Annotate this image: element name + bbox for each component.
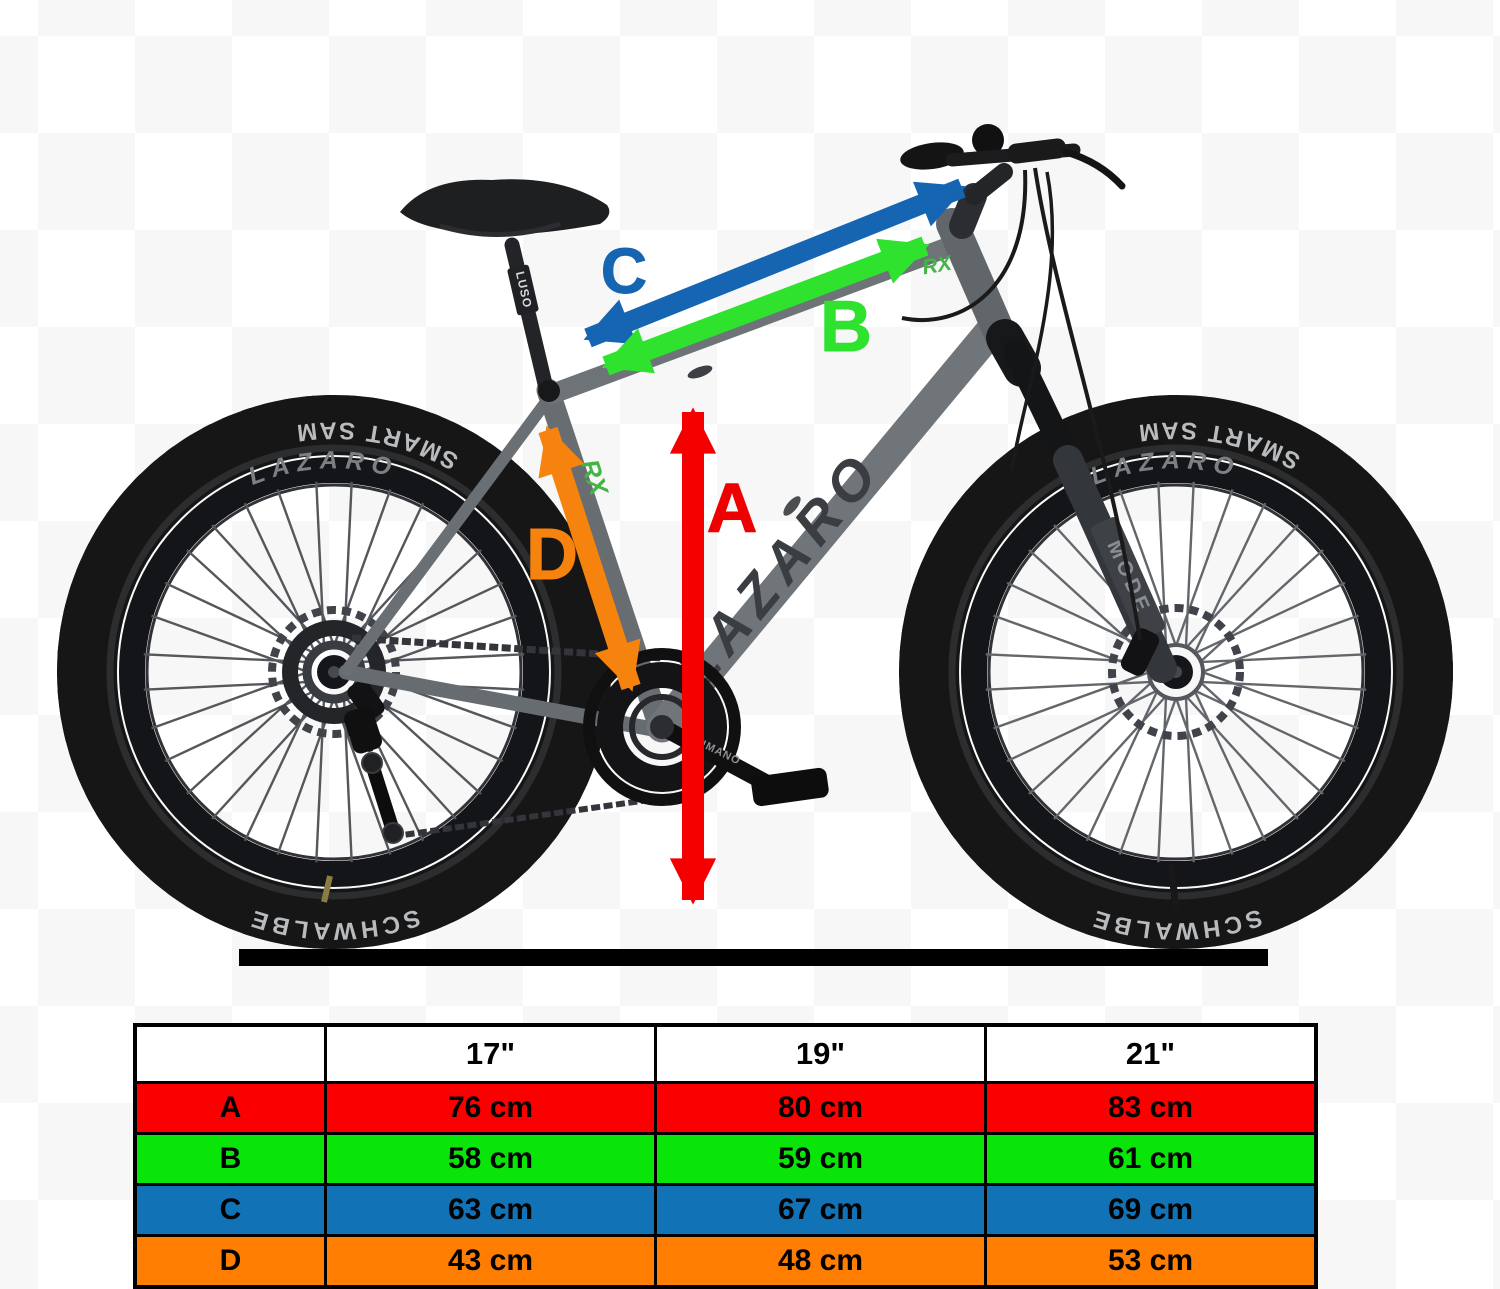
seatpost <box>504 237 554 396</box>
dimension-label-c: C <box>600 235 648 307</box>
dimension-label-b: B <box>820 287 873 367</box>
crank-bolt <box>650 715 674 739</box>
saddle-rail <box>439 221 561 237</box>
seat-clamp <box>538 380 560 402</box>
table-cell: 83 cm <box>984 1081 1314 1132</box>
shifter-cable <box>1010 171 1055 471</box>
table-cell: 53 cm <box>984 1234 1314 1285</box>
seatpost-decal: LUSO <box>507 264 539 316</box>
front-valve <box>1167 863 1180 911</box>
downtube-port <box>783 496 801 516</box>
bike-figure: SMART SAM LAZARO SCHWALBE SMART SAM <box>57 124 1453 966</box>
dimension-label-a: A <box>706 469 758 547</box>
down-tube <box>646 310 1011 743</box>
table-header-19: 19" <box>654 1027 984 1081</box>
table-header-empty <box>137 1027 324 1081</box>
table-cell: 61 cm <box>984 1132 1314 1183</box>
pedal <box>751 767 829 807</box>
front-tire <box>899 395 1453 949</box>
chain-bottom <box>395 795 663 839</box>
stem <box>965 163 1013 205</box>
ground-bar <box>239 949 1268 966</box>
front-disc-rotor <box>1108 604 1244 740</box>
table-cell: 59 cm <box>654 1132 984 1183</box>
rear-wheel: SMART SAM LAZARO SCHWALBE <box>57 395 611 949</box>
bell <box>972 124 1004 156</box>
rear-derailleur <box>344 706 404 844</box>
rear-brake-caliper <box>347 679 385 721</box>
head-tube <box>936 208 1016 350</box>
front-rim-lip <box>987 483 1365 861</box>
dimension-arrow-b <box>601 236 930 376</box>
front-brake-cable <box>1033 167 1142 641</box>
table-cell: 76 cm <box>324 1081 654 1132</box>
saddle <box>400 179 610 235</box>
table-row-label-b: B <box>137 1132 324 1183</box>
brake-lever <box>1062 148 1126 190</box>
size-table: 17" 19" 21" A 76 cm 80 cm 83 cm B 58 cm … <box>133 1023 1318 1289</box>
brake-lever-clamp <box>1007 138 1067 164</box>
front-brake-caliper <box>1120 628 1160 676</box>
table-row-label-a: A <box>137 1081 324 1132</box>
chainring-guard <box>583 648 741 806</box>
table-cell: 48 cm <box>654 1234 984 1285</box>
table-cell: 69 cm <box>984 1183 1314 1234</box>
rear-disc-rotor <box>268 606 400 738</box>
table-cell: 63 cm <box>324 1183 654 1234</box>
table-cell: 43 cm <box>324 1234 654 1285</box>
table-header-17: 17" <box>324 1027 654 1081</box>
toptube-cable-port <box>687 365 713 379</box>
table-row-label-c: C <box>137 1183 324 1234</box>
table-row-label-d: D <box>137 1234 324 1285</box>
dimension-arrows <box>538 178 967 905</box>
table-header-21: 21" <box>984 1027 1314 1081</box>
table-cell: 58 cm <box>324 1132 654 1183</box>
front-wheel: SMART SAM LAZARO SCHWALBE <box>899 395 1453 949</box>
rear-axle <box>328 666 340 678</box>
dimension-arrow-d <box>538 425 641 692</box>
front-rim <box>961 457 1391 887</box>
seatstay <box>341 392 555 676</box>
table-cell: 80 cm <box>654 1081 984 1132</box>
rear-valve <box>321 875 333 903</box>
table-cell: 67 cm <box>654 1183 984 1234</box>
rear-rim-lip <box>145 483 523 861</box>
rear-rim <box>119 457 549 887</box>
dimension-label-d: D <box>526 515 579 595</box>
